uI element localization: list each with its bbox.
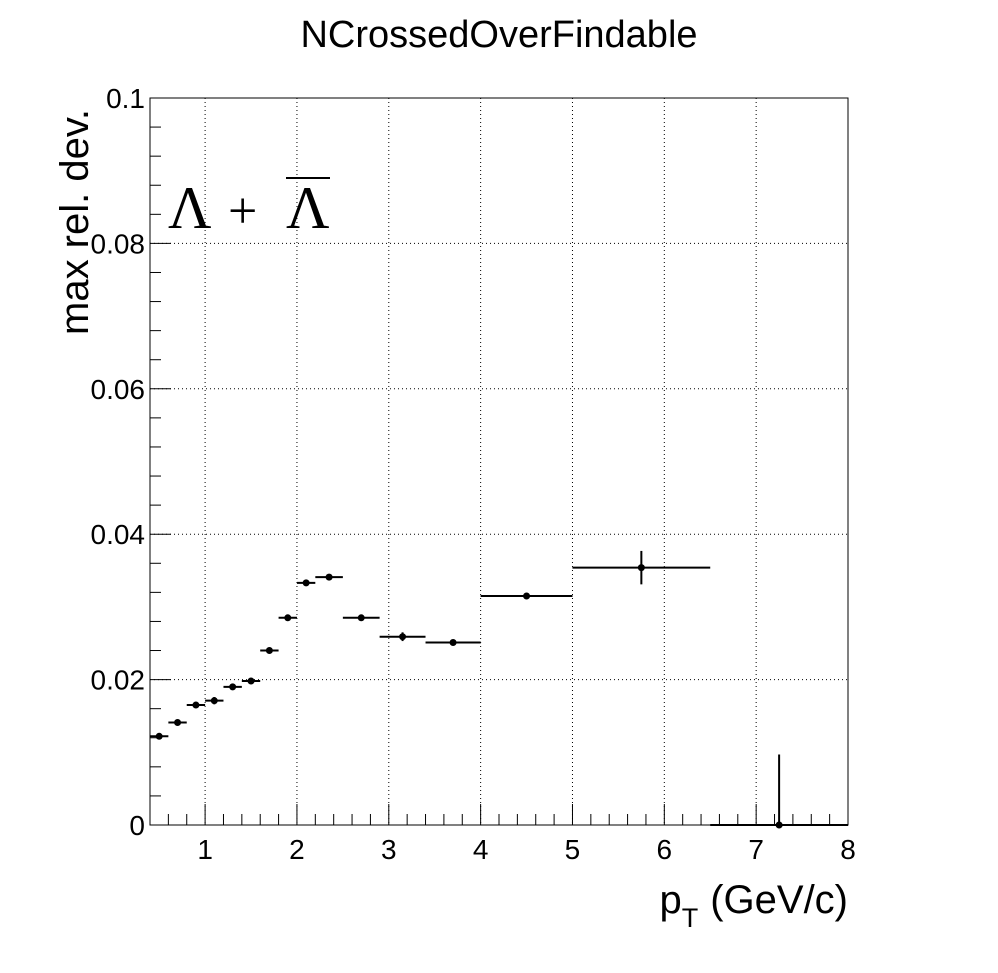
data-point bbox=[480, 592, 573, 600]
data-marker bbox=[325, 573, 333, 581]
grid-lines bbox=[150, 98, 848, 825]
data-marker bbox=[302, 579, 310, 587]
data-points bbox=[150, 550, 848, 829]
x-tick-label: 5 bbox=[565, 834, 581, 865]
data-marker bbox=[229, 683, 237, 691]
data-marker bbox=[155, 732, 163, 740]
y-tick-label: 0.1 bbox=[106, 83, 145, 114]
x-tick-label: 1 bbox=[197, 834, 213, 865]
data-point bbox=[205, 697, 224, 705]
x-axis-label-unit: (GeV/c) bbox=[710, 878, 848, 922]
data-point bbox=[379, 632, 426, 642]
data-marker bbox=[265, 647, 273, 655]
x-tick-label: 3 bbox=[381, 834, 397, 865]
data-marker bbox=[523, 592, 531, 600]
x-tick-label: 7 bbox=[748, 834, 764, 865]
data-marker bbox=[775, 821, 783, 829]
annotation-lambda: Λ bbox=[168, 175, 212, 241]
data-marker bbox=[174, 718, 182, 726]
y-tick-label: 0 bbox=[129, 810, 145, 841]
data-point bbox=[241, 677, 261, 685]
y-tick-label: 0.02 bbox=[91, 665, 146, 696]
x-tick-label: 8 bbox=[840, 834, 856, 865]
x-axis-label-subscript: T bbox=[682, 903, 699, 933]
data-marker bbox=[399, 633, 407, 641]
x-tick-labels: 1 2 3 4 5 6 7 8 bbox=[197, 834, 855, 865]
x-axis-label: pT (GeV/c) bbox=[659, 878, 848, 933]
annotation-antilambda: Λ bbox=[286, 175, 330, 241]
data-point bbox=[186, 701, 206, 709]
data-point bbox=[278, 614, 297, 622]
data-point bbox=[150, 732, 169, 740]
data-point bbox=[296, 579, 316, 587]
data-marker bbox=[284, 614, 292, 622]
y-tick-labels: 0 0.02 0.04 0.06 0.08 0.1 bbox=[91, 83, 146, 841]
data-point bbox=[168, 718, 187, 726]
y-axis-label: max rel. dev. bbox=[53, 109, 97, 335]
data-marker bbox=[637, 564, 645, 572]
data-point bbox=[315, 573, 343, 581]
minor-ticks bbox=[149, 126, 831, 825]
particle-annotation: Λ + Λ bbox=[168, 175, 330, 241]
x-tick-label: 6 bbox=[657, 834, 673, 865]
y-tick-label: 0.08 bbox=[91, 228, 146, 259]
data-marker bbox=[247, 677, 255, 685]
y-tick-label: 0.06 bbox=[91, 374, 146, 405]
data-point bbox=[425, 639, 481, 647]
plot-frame bbox=[149, 97, 849, 826]
y-tick-label: 0.04 bbox=[91, 519, 146, 550]
x-tick-label: 2 bbox=[289, 834, 305, 865]
data-point bbox=[260, 647, 279, 655]
data-marker bbox=[192, 701, 200, 709]
data-marker bbox=[210, 697, 218, 705]
data-marker bbox=[357, 614, 365, 622]
data-point bbox=[710, 754, 848, 829]
x-tick-label: 4 bbox=[473, 834, 489, 865]
data-point bbox=[572, 550, 711, 585]
chart-title: NCrossedOverFindable bbox=[300, 14, 697, 56]
data-point bbox=[342, 614, 380, 622]
annotation-plus: + bbox=[228, 183, 257, 240]
data-marker bbox=[449, 639, 457, 647]
data-point bbox=[223, 683, 242, 691]
x-axis-label-main: p bbox=[659, 878, 681, 922]
